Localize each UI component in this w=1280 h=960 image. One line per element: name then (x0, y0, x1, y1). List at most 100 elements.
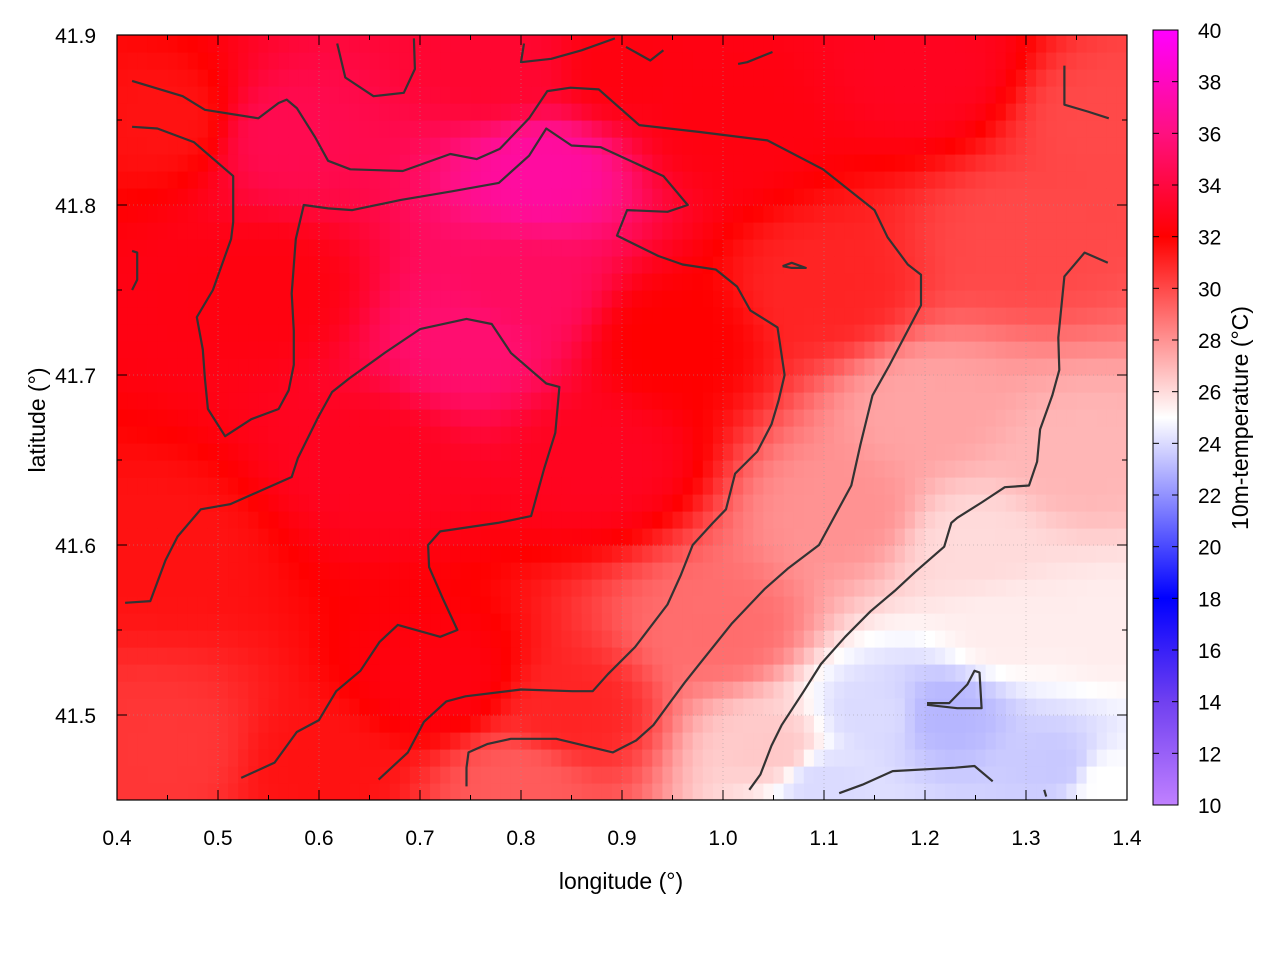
heatmap-cell (510, 732, 522, 750)
heatmap-cell (399, 188, 411, 206)
heatmap-cell (975, 35, 987, 53)
heatmap-cell (914, 477, 926, 495)
heatmap-cell (359, 103, 371, 121)
heatmap-cell (995, 256, 1007, 274)
heatmap-cell (783, 766, 795, 784)
heatmap-cell (591, 324, 603, 342)
heatmap-cell (298, 222, 310, 240)
contour-line (1063, 65, 1110, 120)
heatmap-cell (965, 375, 977, 393)
heatmap-cell (692, 562, 704, 580)
heatmap-cell (874, 154, 886, 172)
heatmap-cell (177, 273, 189, 291)
heatmap-cell (894, 120, 906, 138)
heatmap-cell (561, 290, 573, 308)
heatmap-cell (450, 307, 461, 325)
heatmap-cell (157, 528, 169, 546)
heatmap-cell (854, 222, 865, 240)
heatmap-cell (510, 239, 522, 257)
heatmap-cell (531, 426, 542, 444)
heatmap-cell (743, 290, 754, 308)
heatmap-cell (925, 766, 936, 784)
heatmap-cell (945, 596, 956, 614)
heatmap-cell (773, 273, 785, 291)
heatmap-cell (1116, 52, 1127, 70)
heatmap-cell (369, 562, 381, 580)
heatmap-cell (187, 239, 199, 257)
heatmap-cell (723, 324, 734, 342)
heatmap-cell (844, 358, 855, 376)
heatmap-cell (218, 120, 229, 138)
heatmap-cell (551, 596, 562, 614)
heatmap-cell (541, 222, 552, 240)
heatmap-cell (329, 732, 340, 750)
heatmap-cell (127, 647, 138, 665)
heatmap-cell (1056, 358, 1067, 376)
heatmap-cell (995, 579, 1007, 597)
heatmap-cell (1015, 86, 1027, 104)
heatmap-cell (157, 222, 169, 240)
heatmap-cell (480, 86, 492, 104)
heatmap-cell (440, 358, 451, 376)
heatmap-cell (894, 715, 906, 733)
heatmap-cell (440, 443, 451, 461)
heatmap-cell (389, 409, 401, 427)
heatmap-cell (137, 477, 148, 495)
heatmap-cell (490, 596, 502, 614)
heatmap-cell (460, 222, 472, 240)
heatmap-cell (1086, 358, 1098, 376)
heatmap-cell (854, 341, 865, 359)
heatmap-cell (854, 375, 865, 393)
heatmap-cell (1036, 154, 1047, 172)
heatmap-cell (1066, 596, 1078, 614)
heatmap-cell (1076, 681, 1088, 699)
heatmap-cell (793, 324, 805, 342)
heatmap-cell (904, 630, 916, 648)
heatmap-cell (1106, 494, 1118, 512)
heatmap-cell (167, 188, 179, 206)
heatmap-cell (238, 579, 249, 597)
heatmap-cell (793, 715, 805, 733)
heatmap-cell (490, 426, 502, 444)
heatmap-cell (672, 188, 684, 206)
heatmap-cell (268, 562, 280, 580)
heatmap-cell (440, 613, 451, 631)
heatmap-cell (177, 732, 189, 750)
heatmap-cell (510, 579, 522, 597)
heatmap-cell (1096, 307, 1108, 325)
heatmap-cell (1036, 86, 1047, 104)
heatmap-cell (682, 562, 694, 580)
heatmap-cell (743, 307, 754, 325)
heatmap-cell (662, 494, 674, 512)
heatmap-cell (500, 341, 512, 359)
heatmap-cell (995, 664, 1007, 682)
heatmap-cell (692, 256, 704, 274)
heatmap-cell (490, 647, 502, 665)
heatmap-cell (914, 460, 926, 478)
heatmap-cell (904, 171, 916, 189)
heatmap-cell (157, 426, 169, 444)
heatmap-cell (834, 579, 845, 597)
heatmap-cell (308, 562, 320, 580)
heatmap-cell (975, 664, 987, 682)
heatmap-cell (197, 460, 209, 478)
heatmap-cell (1116, 273, 1127, 291)
heatmap-cell (541, 596, 552, 614)
heatmap-cell (955, 494, 966, 512)
heatmap-cell (268, 545, 280, 563)
heatmap-cell (228, 613, 239, 631)
heatmap-cell (480, 324, 492, 342)
heatmap-cell (1056, 647, 1067, 665)
heatmap-cell (278, 715, 290, 733)
heatmap-cell (1076, 732, 1088, 750)
heatmap-cell (490, 52, 502, 70)
heatmap-cell (611, 698, 623, 716)
heatmap-cell (1005, 137, 1017, 155)
heatmap-cell (1096, 52, 1108, 70)
heatmap-cell (349, 681, 360, 699)
heatmap-cell (844, 154, 855, 172)
heatmap-cell (298, 409, 310, 427)
heatmap-cell (622, 613, 633, 631)
heatmap-cell (591, 579, 603, 597)
heatmap-cell (460, 52, 472, 70)
